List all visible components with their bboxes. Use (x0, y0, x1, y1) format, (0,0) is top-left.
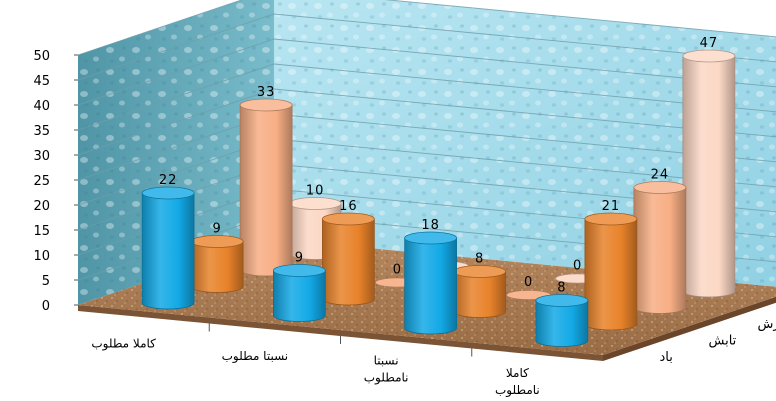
series-label: تابش (709, 333, 737, 348)
data-label-2-2: 0 (524, 275, 533, 290)
bar-1-3 (584, 218, 638, 331)
bar-0-3 (535, 300, 589, 347)
floor-right-edge (603, 296, 776, 361)
y-tick-label: 15 (33, 224, 50, 239)
gridline (77, 38, 776, 106)
category-label: نامطلوب (364, 370, 409, 385)
data-label-3-3: 47 (700, 36, 719, 51)
bar-1-2 (453, 271, 506, 318)
bar-top-3-0 (288, 197, 342, 210)
y-tick-label: 40 (33, 99, 50, 114)
bar-top-1-1 (322, 212, 375, 226)
category-label: کاملا مطلوب (91, 336, 156, 351)
data-label-1-0: 9 (212, 222, 221, 237)
bar-top-1-2 (453, 265, 506, 278)
bar-top-0-3 (535, 294, 589, 307)
y-tick-label: 30 (33, 149, 50, 164)
bar-top-0-2 (404, 231, 457, 245)
gridline (77, 88, 776, 156)
y-tick-label: 25 (33, 174, 50, 189)
y-tick-label: 20 (33, 199, 50, 214)
data-label-2-0: 33 (257, 85, 276, 100)
bar-0-1 (273, 270, 326, 322)
y-tick-label: 5 (42, 274, 50, 289)
side-wall-texture (78, 0, 274, 305)
y-tick-label: 50 (33, 49, 50, 64)
y-tick-label: 45 (33, 74, 50, 89)
bar-top-2-0 (239, 98, 293, 112)
data-label-0-3: 8 (557, 281, 566, 296)
data-label-0-2: 18 (421, 218, 440, 233)
bar-2-3 (633, 187, 687, 314)
data-label-3-0: 10 (306, 184, 325, 199)
data-label-1-2: 8 (475, 252, 484, 267)
y-tick-label: 10 (33, 249, 50, 264)
bar-0-2 (404, 237, 457, 335)
bar-top-2-3 (633, 181, 687, 194)
series-label: باد (660, 350, 673, 365)
bar-0-0 (141, 192, 195, 310)
data-label-1-3: 21 (602, 199, 621, 214)
bar-top-1-3 (584, 212, 638, 226)
gridline (77, 0, 776, 56)
gridline (77, 13, 776, 81)
data-label-0-0: 22 (159, 173, 178, 188)
bar-3-3 (682, 55, 736, 298)
bar-1-0 (190, 241, 244, 293)
bar-top-1-0 (190, 235, 244, 248)
data-label-0-1: 9 (295, 251, 304, 266)
category-label: کاملا (506, 366, 529, 380)
bar-1-1 (322, 218, 375, 306)
series-label: بارش (758, 317, 776, 332)
data-label-3-2: 0 (573, 259, 582, 274)
gridline (77, 63, 776, 131)
y-tick-label: 35 (33, 124, 50, 139)
y-tick-label: 0 (42, 299, 50, 314)
category-label: نامطلوب (495, 383, 540, 398)
bar-top-0-0 (141, 186, 195, 200)
category-label: نسبتا (374, 353, 399, 367)
category-label: نسبتا مطلوب (222, 349, 289, 364)
data-label-2-3: 24 (651, 168, 670, 183)
floor-front-edge (78, 305, 603, 361)
bar-top-0-1 (273, 264, 326, 277)
data-label-1-1: 16 (339, 199, 358, 214)
bar-2-0 (239, 104, 293, 277)
data-label-2-1: 0 (393, 263, 402, 278)
bar-top-3-3 (682, 49, 736, 63)
